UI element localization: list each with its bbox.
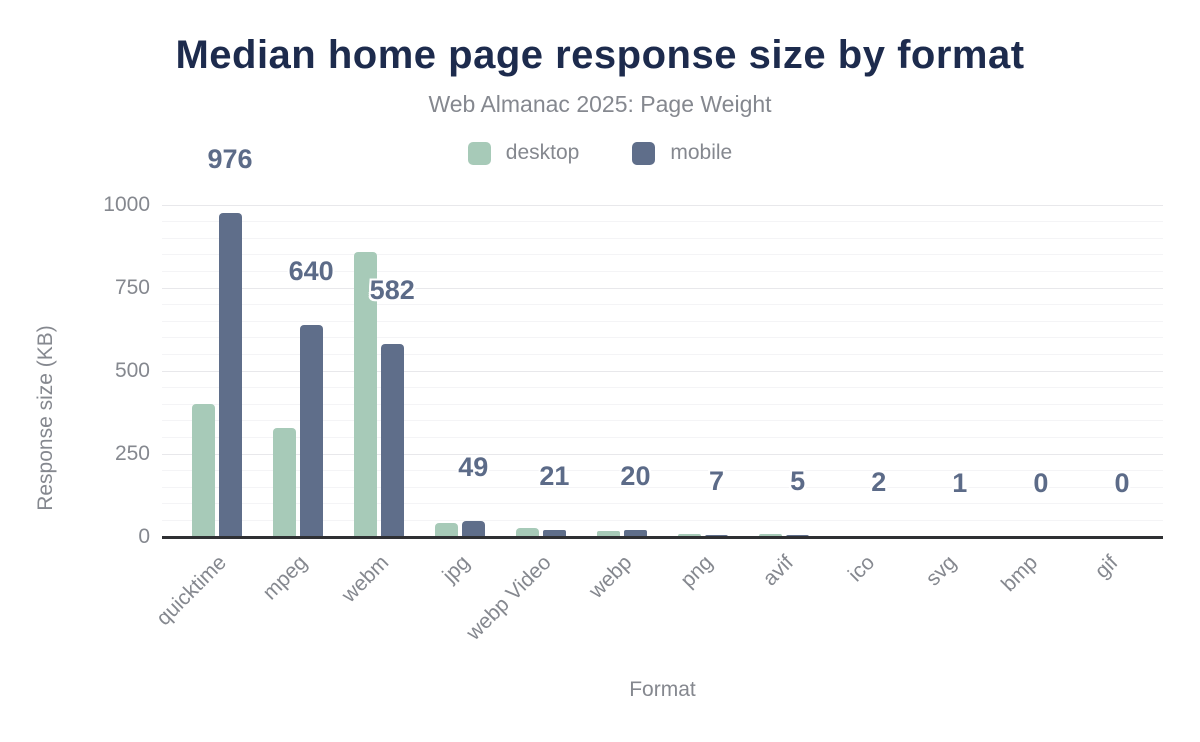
y-tick-label-750: 750	[114, 276, 150, 299]
value-label-ico: 2	[871, 467, 887, 498]
bar-desktop-webp[interactable]	[596, 531, 620, 537]
gridline-200	[162, 470, 1163, 472]
value-label-mpeg: 640	[288, 255, 334, 286]
gridline-700	[162, 304, 1163, 306]
value-label-quicktime: 976	[207, 143, 253, 174]
gridline-550	[162, 353, 1163, 355]
legend-label-mobile: mobile	[670, 141, 733, 164]
x-axis-title: Format	[629, 678, 696, 701]
gridline-250	[162, 453, 1163, 455]
bar-desktop-png[interactable]	[678, 534, 702, 537]
legend-swatch-mobile	[632, 141, 656, 165]
gridline-1000	[162, 204, 1163, 206]
y-axis-ticks: 0 250 500 750 1000	[0, 193, 150, 548]
gridline-950	[162, 221, 1163, 223]
gridline-900	[162, 237, 1163, 239]
y-tick-label-500: 500	[114, 359, 150, 382]
bar-desktop-webm[interactable]	[353, 252, 377, 537]
value-label-png: 7	[709, 465, 725, 496]
gridline-750	[162, 287, 1163, 289]
bar-mobile-png[interactable]	[705, 534, 729, 537]
chart-subtitle: Web Almanac 2025: Page Weight	[428, 91, 772, 117]
gridline-500	[162, 370, 1163, 372]
bar-desktop-quicktime[interactable]	[191, 404, 215, 537]
value-label-jpg: 49	[458, 451, 489, 482]
gridline-450	[162, 387, 1163, 389]
y-tick-label-1000: 1000	[103, 193, 150, 216]
bar-desktop-avif[interactable]	[759, 534, 783, 537]
gridline-650	[162, 320, 1163, 322]
value-label-webm: 582	[369, 274, 415, 305]
legend-label-desktop: desktop	[505, 141, 580, 164]
gridline-800	[162, 270, 1163, 272]
bar-desktop-jpg[interactable]	[434, 523, 458, 537]
legend: desktop mobile	[0, 141, 1200, 165]
legend-item-mobile[interactable]: mobile	[632, 141, 732, 165]
plot-area: 976 quicktime 640 mpeg 582 webm 49 jpg 21 webp Vi…	[152, 144, 1163, 645]
gridline-300	[162, 436, 1163, 438]
gridline-600	[162, 337, 1163, 339]
value-label-avif: 5	[790, 466, 806, 497]
value-label-bmp: 0	[1033, 468, 1049, 498]
y-tick-label-0: 0	[138, 525, 150, 548]
gridline-100	[162, 503, 1163, 505]
bar-mobile-jpg[interactable]	[461, 520, 485, 537]
value-label-webp: 20	[620, 461, 651, 492]
bar-mobile-webp-video[interactable]	[542, 530, 566, 537]
bar-mobile-quicktime[interactable]	[218, 212, 242, 537]
bar-desktop-mpeg[interactable]	[272, 428, 296, 537]
bar-mobile-mpeg[interactable]	[299, 324, 323, 537]
legend-item-desktop[interactable]: desktop	[467, 141, 580, 165]
value-label-gif: 0	[1114, 468, 1130, 498]
bar-desktop-webp-video[interactable]	[515, 527, 539, 537]
value-label-svg: 1	[952, 467, 968, 498]
gridline-50	[162, 519, 1163, 521]
legend-swatch-desktop	[467, 141, 491, 165]
bar-mobile-webp[interactable]	[623, 530, 647, 537]
x-axis-line	[162, 536, 1163, 539]
value-label-webp-video: 21	[539, 461, 570, 492]
bar-mobile-webm[interactable]	[380, 343, 404, 537]
chart-title: Median home page response size by format	[175, 33, 1025, 77]
gridline-850	[162, 254, 1163, 256]
gridline-150	[162, 486, 1163, 488]
y-tick-label-250: 250	[114, 442, 150, 465]
gridline-350	[162, 420, 1163, 422]
gridline-400	[162, 403, 1163, 405]
